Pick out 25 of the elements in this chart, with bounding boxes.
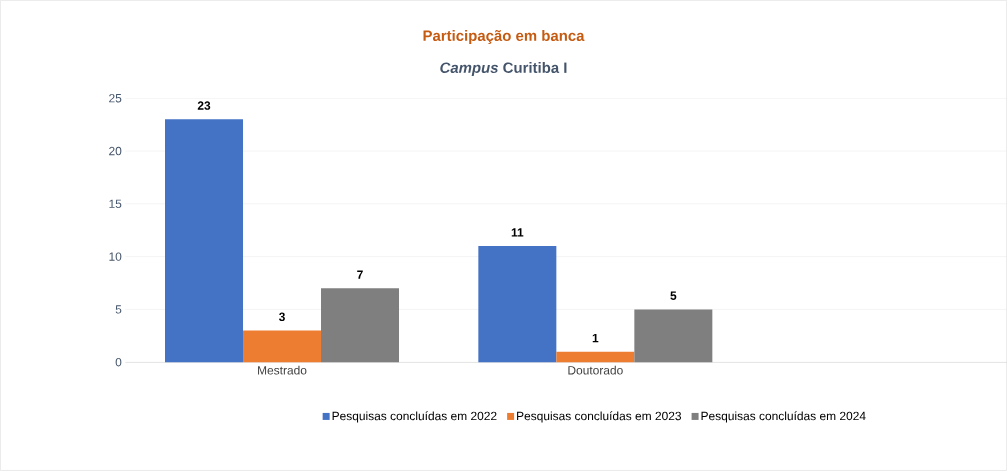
data-label: 5 [670,291,677,300]
legend-label: Pesquisas concluídas em 2022 [332,411,497,423]
bar [243,330,322,363]
bar [321,288,400,363]
x-tick-label: Mestrado [258,365,307,375]
y-tick-label: 25 [109,93,122,103]
data-label: 1 [592,333,599,343]
y-tick-label: 0 [115,357,122,367]
y-tick-label: 10 [109,252,122,261]
chart-title: Participação em banca [423,30,585,44]
data-label: 11 [511,228,524,237]
legend-label: Pesquisas concluídas em 2023 [517,411,682,423]
y-tick-label: 15 [109,199,122,208]
bar [165,119,244,363]
data-label: 23 [197,101,211,110]
data-label: 7 [357,270,363,279]
bar [478,246,557,363]
y-tick-label: 20 [109,146,122,156]
data-label: 3 [278,312,285,322]
bar [556,351,635,363]
x-tick-label: Doutorado [568,365,623,375]
chart-subtitle: Campus Curitiba I [440,62,567,76]
bar [634,309,713,363]
y-tick-label: 5 [115,305,122,314]
legend-label: Pesquisas concluídas em 2024 [701,411,866,423]
